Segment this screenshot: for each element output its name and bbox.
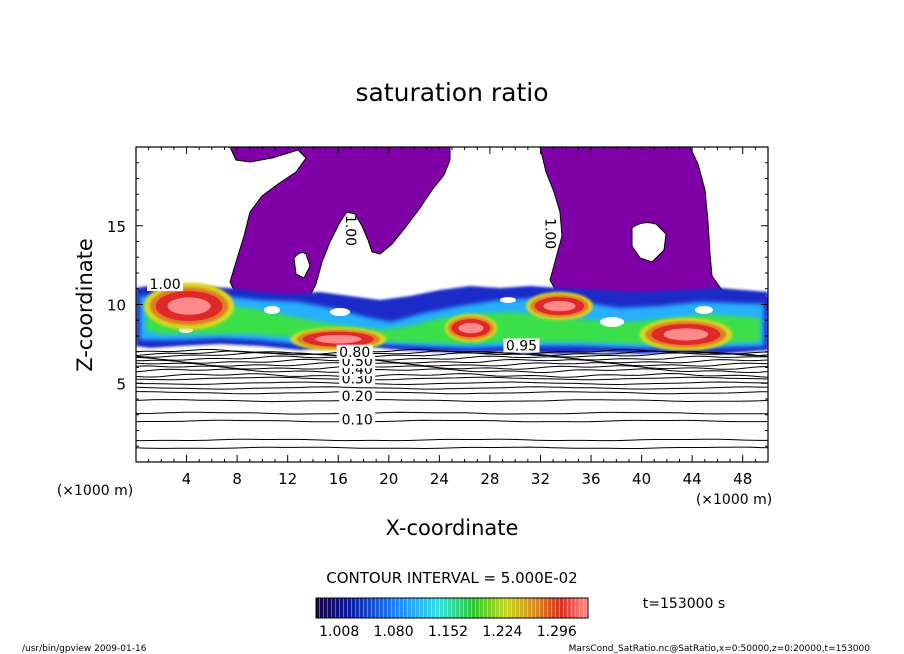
contour-line [136, 446, 768, 450]
contour-labels: 0.100.200.300.400.500.801.00 1.001.000.95 [147, 215, 558, 428]
contour-line [136, 352, 768, 358]
footer-right: MarsCond_SatRatio.nc@SatRatio,x=0:50000,… [569, 644, 871, 654]
x-axis: 4 8 12 16 20 24 28 32 36 40 44 48 [148, 147, 756, 488]
x-tick-label: 28 [480, 470, 499, 488]
saturated-region-left [229, 147, 451, 301]
contour-line [136, 376, 768, 381]
x-tick-label: 32 [531, 470, 550, 488]
x-tick-label: 12 [278, 470, 297, 488]
x-unit-label: (×1000 m) [696, 492, 772, 508]
contour-label-bg [503, 338, 540, 353]
contour-label: 1.00 [149, 277, 180, 293]
contour-label: 0.80 [339, 345, 370, 361]
core-peak [458, 322, 484, 334]
colorbar-labels: 1.008 1.080 1.152 1.224 1.296 [319, 624, 577, 640]
contour-line [136, 399, 768, 403]
x-tick-label: 40 [632, 470, 651, 488]
footer-left: /usr/bin/gpview 2009-01-16 [22, 644, 147, 654]
y-axis: 5 10 15 [107, 162, 768, 447]
contour-label-bg [147, 277, 184, 292]
contour-line [136, 355, 768, 361]
contour-line [136, 438, 768, 442]
core-peak [315, 334, 362, 344]
contour-line [136, 365, 768, 370]
supersaturated-cores [144, 282, 733, 351]
contour-line [136, 386, 768, 390]
x-axis-label: X-coordinate [386, 516, 519, 540]
x-tick-label: 16 [329, 470, 348, 488]
y-tick-label: 5 [116, 375, 126, 393]
x-tick-label: 8 [232, 470, 242, 488]
clear-hole-left [293, 252, 311, 279]
plot-area: 0.100.200.300.400.500.801.00 1.001.000.95 [136, 147, 768, 462]
supersaturated-band [136, 282, 768, 354]
contour-label: 0.20 [342, 389, 373, 405]
colorbar-label: 1.296 [537, 624, 577, 640]
core-peak [663, 328, 709, 341]
contour-line [136, 348, 768, 355]
contour-line [136, 419, 768, 423]
y-unit-label: (×1000 m) [57, 483, 133, 499]
x-tick-label: 36 [581, 470, 600, 488]
y-tick-label: 15 [107, 218, 126, 236]
x-tick-label: 24 [430, 470, 449, 488]
contour-label: 1.00 [542, 218, 558, 249]
contour-lines [136, 348, 768, 450]
colorbar-label: 1.152 [428, 624, 468, 640]
contour-line [136, 372, 768, 378]
core-peak [167, 297, 211, 315]
contour-label-bg [336, 344, 373, 359]
contour-label: 0.95 [506, 338, 537, 354]
contour-label: 0.10 [342, 412, 373, 428]
contour-label-bg [339, 412, 376, 427]
x-tick-label: 4 [182, 470, 192, 488]
contour-interval-text: CONTOUR INTERVAL = 5.000E-02 [326, 569, 577, 587]
contour-line [136, 381, 768, 386]
contour-line [136, 358, 768, 364]
colorbar-label: 1.224 [482, 624, 522, 640]
x-tick-label: 48 [733, 470, 752, 488]
y-axis-label: Z-coordinate [73, 238, 97, 372]
x-tick-label: 20 [379, 470, 398, 488]
chart-title: saturation ratio [355, 78, 548, 107]
contour-line [136, 362, 768, 367]
colorbar-label: 1.080 [374, 624, 414, 640]
clear-hole-right [631, 222, 667, 263]
contour-label-bg [339, 388, 376, 403]
x-tick-label: 44 [683, 470, 702, 488]
core-peak [543, 300, 576, 312]
colorbar-label: 1.008 [319, 624, 359, 640]
contour-line [136, 411, 768, 415]
time-text: t=153000 s [643, 596, 725, 612]
colorbar-stripes [315, 597, 589, 619]
contour-line [136, 391, 768, 395]
y-tick-label: 10 [107, 297, 126, 315]
contour-label: 1.00 [342, 215, 358, 246]
contour-line [136, 368, 768, 374]
